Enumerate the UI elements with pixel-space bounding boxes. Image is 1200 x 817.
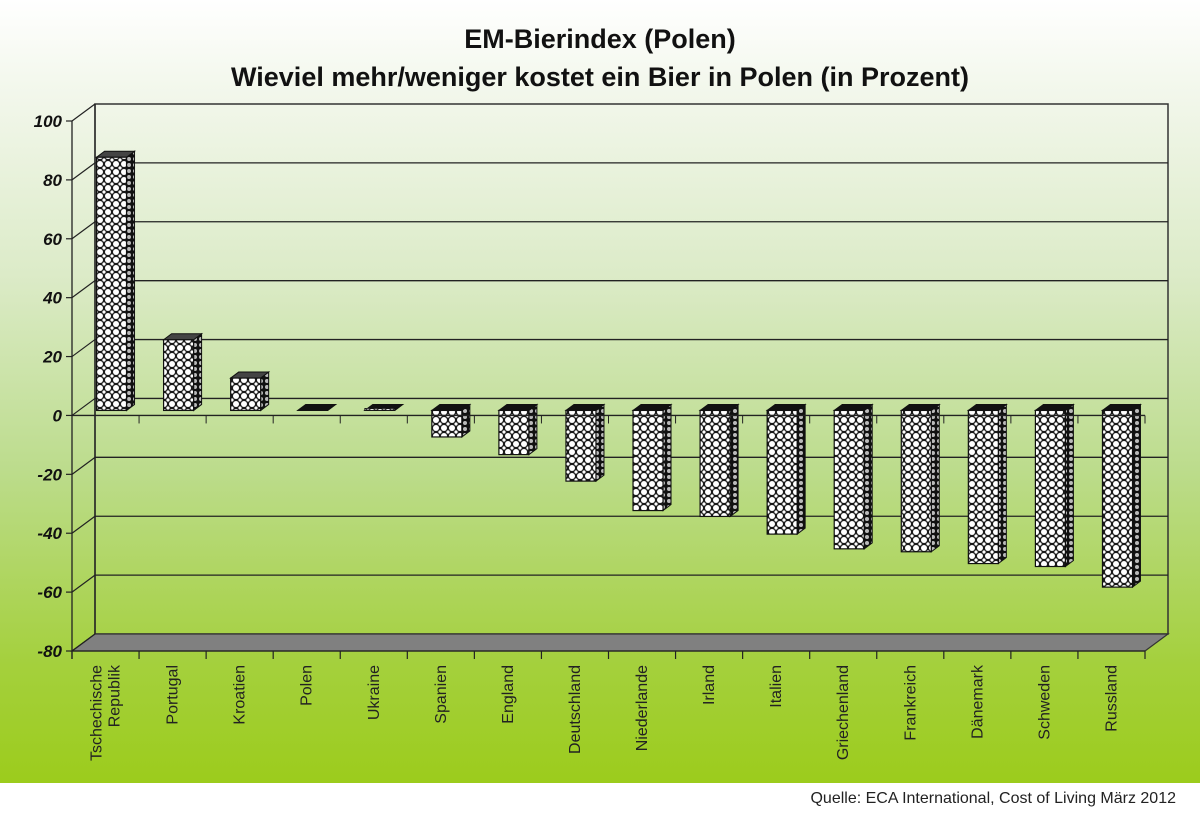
x-tick-label: England <box>500 665 517 724</box>
x-tick-label: Russland <box>1103 665 1120 732</box>
x-tick-label: Kroatien <box>232 665 249 725</box>
x-tick-label: Portugal <box>165 665 182 725</box>
x-tick-label: Tschechische <box>89 665 106 761</box>
bar <box>1033 403 1075 568</box>
x-tick-label: Polen <box>299 665 316 706</box>
chart-title: EM-Bierindex (Polen) <box>464 24 736 54</box>
y-tick-label: -20 <box>37 465 62 484</box>
bar <box>832 403 874 550</box>
x-tick-label: Ukraine <box>366 665 383 720</box>
bar <box>95 150 137 412</box>
y-tick-label: 60 <box>43 230 62 249</box>
x-tick-label: Griechenland <box>835 665 852 760</box>
bar <box>363 403 405 411</box>
y-axis: 100 80 60 40 20 0 -20 -40 -60 -80 <box>34 103 96 661</box>
bar <box>698 403 740 518</box>
x-tick-label: Spanien <box>433 665 450 724</box>
bar <box>296 403 338 411</box>
y-tick-label: 0 <box>53 406 63 425</box>
bar <box>966 403 1008 565</box>
x-tick-label: Dänemark <box>969 664 986 739</box>
bar <box>564 403 606 483</box>
x-tick-label: Frankreich <box>902 665 919 741</box>
source-note: Quelle: ECA International, Cost of Livin… <box>810 790 1176 807</box>
bars <box>95 150 1142 589</box>
y-tick-label: -80 <box>37 642 62 661</box>
x-tick-label: Schweden <box>1036 665 1053 740</box>
y-tick-label: 40 <box>42 289 62 308</box>
x-tick-label: Italien <box>768 665 785 708</box>
chart-subtitle: Wieviel mehr/weniger kostet ein Bier in … <box>231 62 969 92</box>
back-wall-gridlines <box>70 103 1170 652</box>
bar <box>765 403 807 536</box>
bar <box>497 403 539 456</box>
x-tick-label: Republik <box>107 664 124 727</box>
y-tick-label: -60 <box>37 583 62 602</box>
bar <box>162 332 204 412</box>
x-axis: Tschechische Republik Portugal Kroatien Pole… <box>71 414 1146 761</box>
y-tick-label: 80 <box>43 171 62 190</box>
bar <box>631 403 673 512</box>
bar <box>430 403 472 438</box>
y-tick-label: -40 <box>37 524 62 543</box>
bar <box>229 371 271 412</box>
x-tick-label: Niederlande <box>634 665 651 751</box>
y-tick-label: 100 <box>34 112 63 131</box>
x-tick-label: Deutschland <box>567 665 584 754</box>
bar <box>899 403 941 553</box>
x-tick-label: Irland <box>701 665 718 705</box>
y-tick-label: 20 <box>42 348 62 367</box>
bar <box>1100 403 1142 589</box>
